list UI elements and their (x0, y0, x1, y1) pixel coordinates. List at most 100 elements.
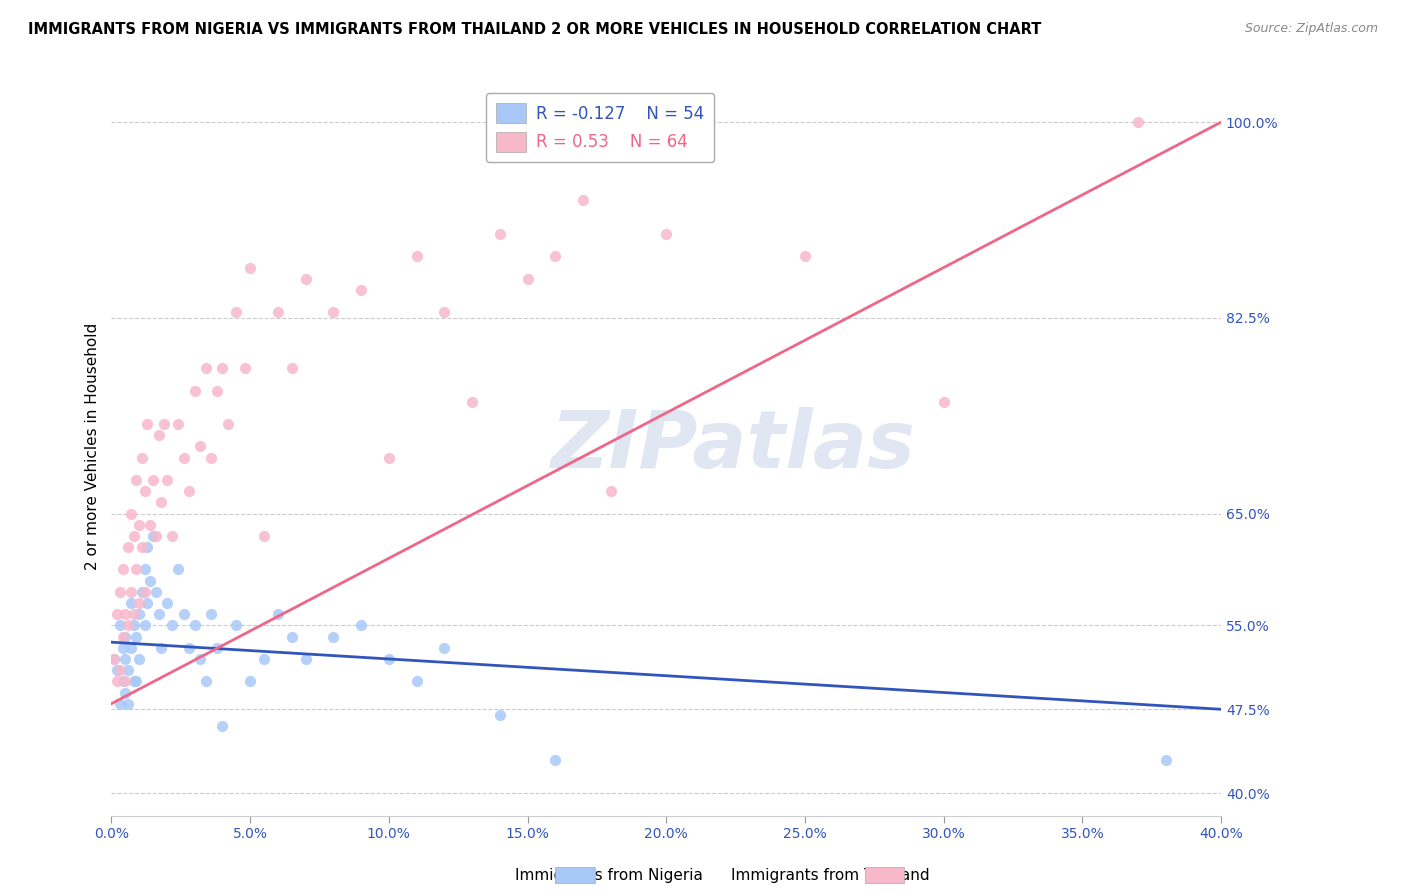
Point (131, 540, 153, 554)
Point (117, 540, 139, 554)
Point (405, 249, 427, 263)
Point (1154, 753, 1177, 767)
Point (111, 674, 134, 689)
Point (253, 652, 276, 666)
Point (128, 652, 150, 666)
Point (128, 596, 150, 610)
Point (433, 305, 456, 319)
Point (280, 630, 302, 644)
Point (139, 574, 162, 588)
Point (114, 674, 136, 689)
Point (131, 585, 153, 599)
Point (114, 630, 136, 644)
Point (253, 529, 276, 543)
Point (108, 697, 131, 711)
Point (139, 517, 162, 532)
Point (120, 585, 142, 599)
Point (108, 618, 131, 632)
Point (105, 663, 128, 677)
Point (142, 529, 165, 543)
Point (183, 618, 205, 632)
Point (111, 640, 134, 655)
Point (793, 249, 815, 263)
Point (114, 652, 136, 666)
Point (433, 640, 456, 655)
Point (194, 361, 217, 376)
Point (183, 384, 205, 398)
Point (120, 640, 142, 655)
Point (655, 227, 678, 241)
Point (145, 585, 167, 599)
Point (211, 719, 233, 733)
Point (267, 305, 290, 319)
Point (932, 394, 955, 409)
Point (378, 450, 401, 465)
Point (488, 707, 510, 722)
Point (239, 260, 262, 275)
Point (117, 697, 139, 711)
Point (136, 596, 159, 610)
Point (205, 384, 228, 398)
Point (217, 417, 239, 431)
Point (136, 540, 159, 554)
Point (488, 227, 510, 241)
Point (114, 607, 136, 622)
Point (378, 652, 401, 666)
Point (200, 450, 222, 465)
Text: ZIPatlas: ZIPatlas (550, 408, 915, 485)
Point (294, 652, 316, 666)
Point (108, 663, 131, 677)
Text: Source: ZipAtlas.com: Source: ZipAtlas.com (1244, 22, 1378, 36)
Point (128, 517, 150, 532)
Point (148, 607, 170, 622)
Point (120, 507, 142, 521)
Point (225, 618, 247, 632)
Point (120, 596, 142, 610)
Text: Immigrants from Thailand: Immigrants from Thailand (731, 869, 929, 883)
Point (233, 361, 256, 376)
Point (148, 428, 170, 442)
Point (173, 450, 195, 465)
Point (111, 630, 134, 644)
Point (200, 607, 222, 622)
Point (145, 529, 167, 543)
Point (177, 484, 200, 499)
Point (322, 630, 344, 644)
Point (350, 618, 373, 632)
Point (122, 529, 145, 543)
Point (188, 440, 211, 454)
Point (136, 417, 159, 431)
Point (122, 674, 145, 689)
Point (134, 585, 156, 599)
Legend: R = -0.127    N = 54, R = 0.53    N = 64: R = -0.127 N = 54, R = 0.53 N = 64 (486, 93, 714, 162)
Point (125, 562, 148, 576)
Point (122, 618, 145, 632)
Point (173, 607, 195, 622)
Point (572, 194, 595, 208)
Point (134, 618, 156, 632)
Point (211, 361, 233, 376)
Point (350, 283, 373, 297)
Point (516, 271, 538, 285)
Point (105, 674, 128, 689)
Point (162, 529, 184, 543)
Point (134, 562, 156, 576)
Point (162, 618, 184, 632)
Point (142, 473, 165, 487)
Point (134, 484, 156, 499)
Point (153, 417, 176, 431)
Point (150, 495, 173, 509)
Point (125, 473, 148, 487)
Point (188, 652, 211, 666)
Text: IMMIGRANTS FROM NIGERIA VS IMMIGRANTS FROM THAILAND 2 OR MORE VEHICLES IN HOUSEH: IMMIGRANTS FROM NIGERIA VS IMMIGRANTS FR… (28, 22, 1042, 37)
Point (599, 484, 621, 499)
Point (131, 450, 153, 465)
Point (128, 607, 150, 622)
Point (225, 305, 247, 319)
Point (205, 640, 228, 655)
Point (544, 249, 567, 263)
Point (108, 585, 131, 599)
Point (267, 607, 290, 622)
Point (322, 305, 344, 319)
Point (150, 640, 173, 655)
